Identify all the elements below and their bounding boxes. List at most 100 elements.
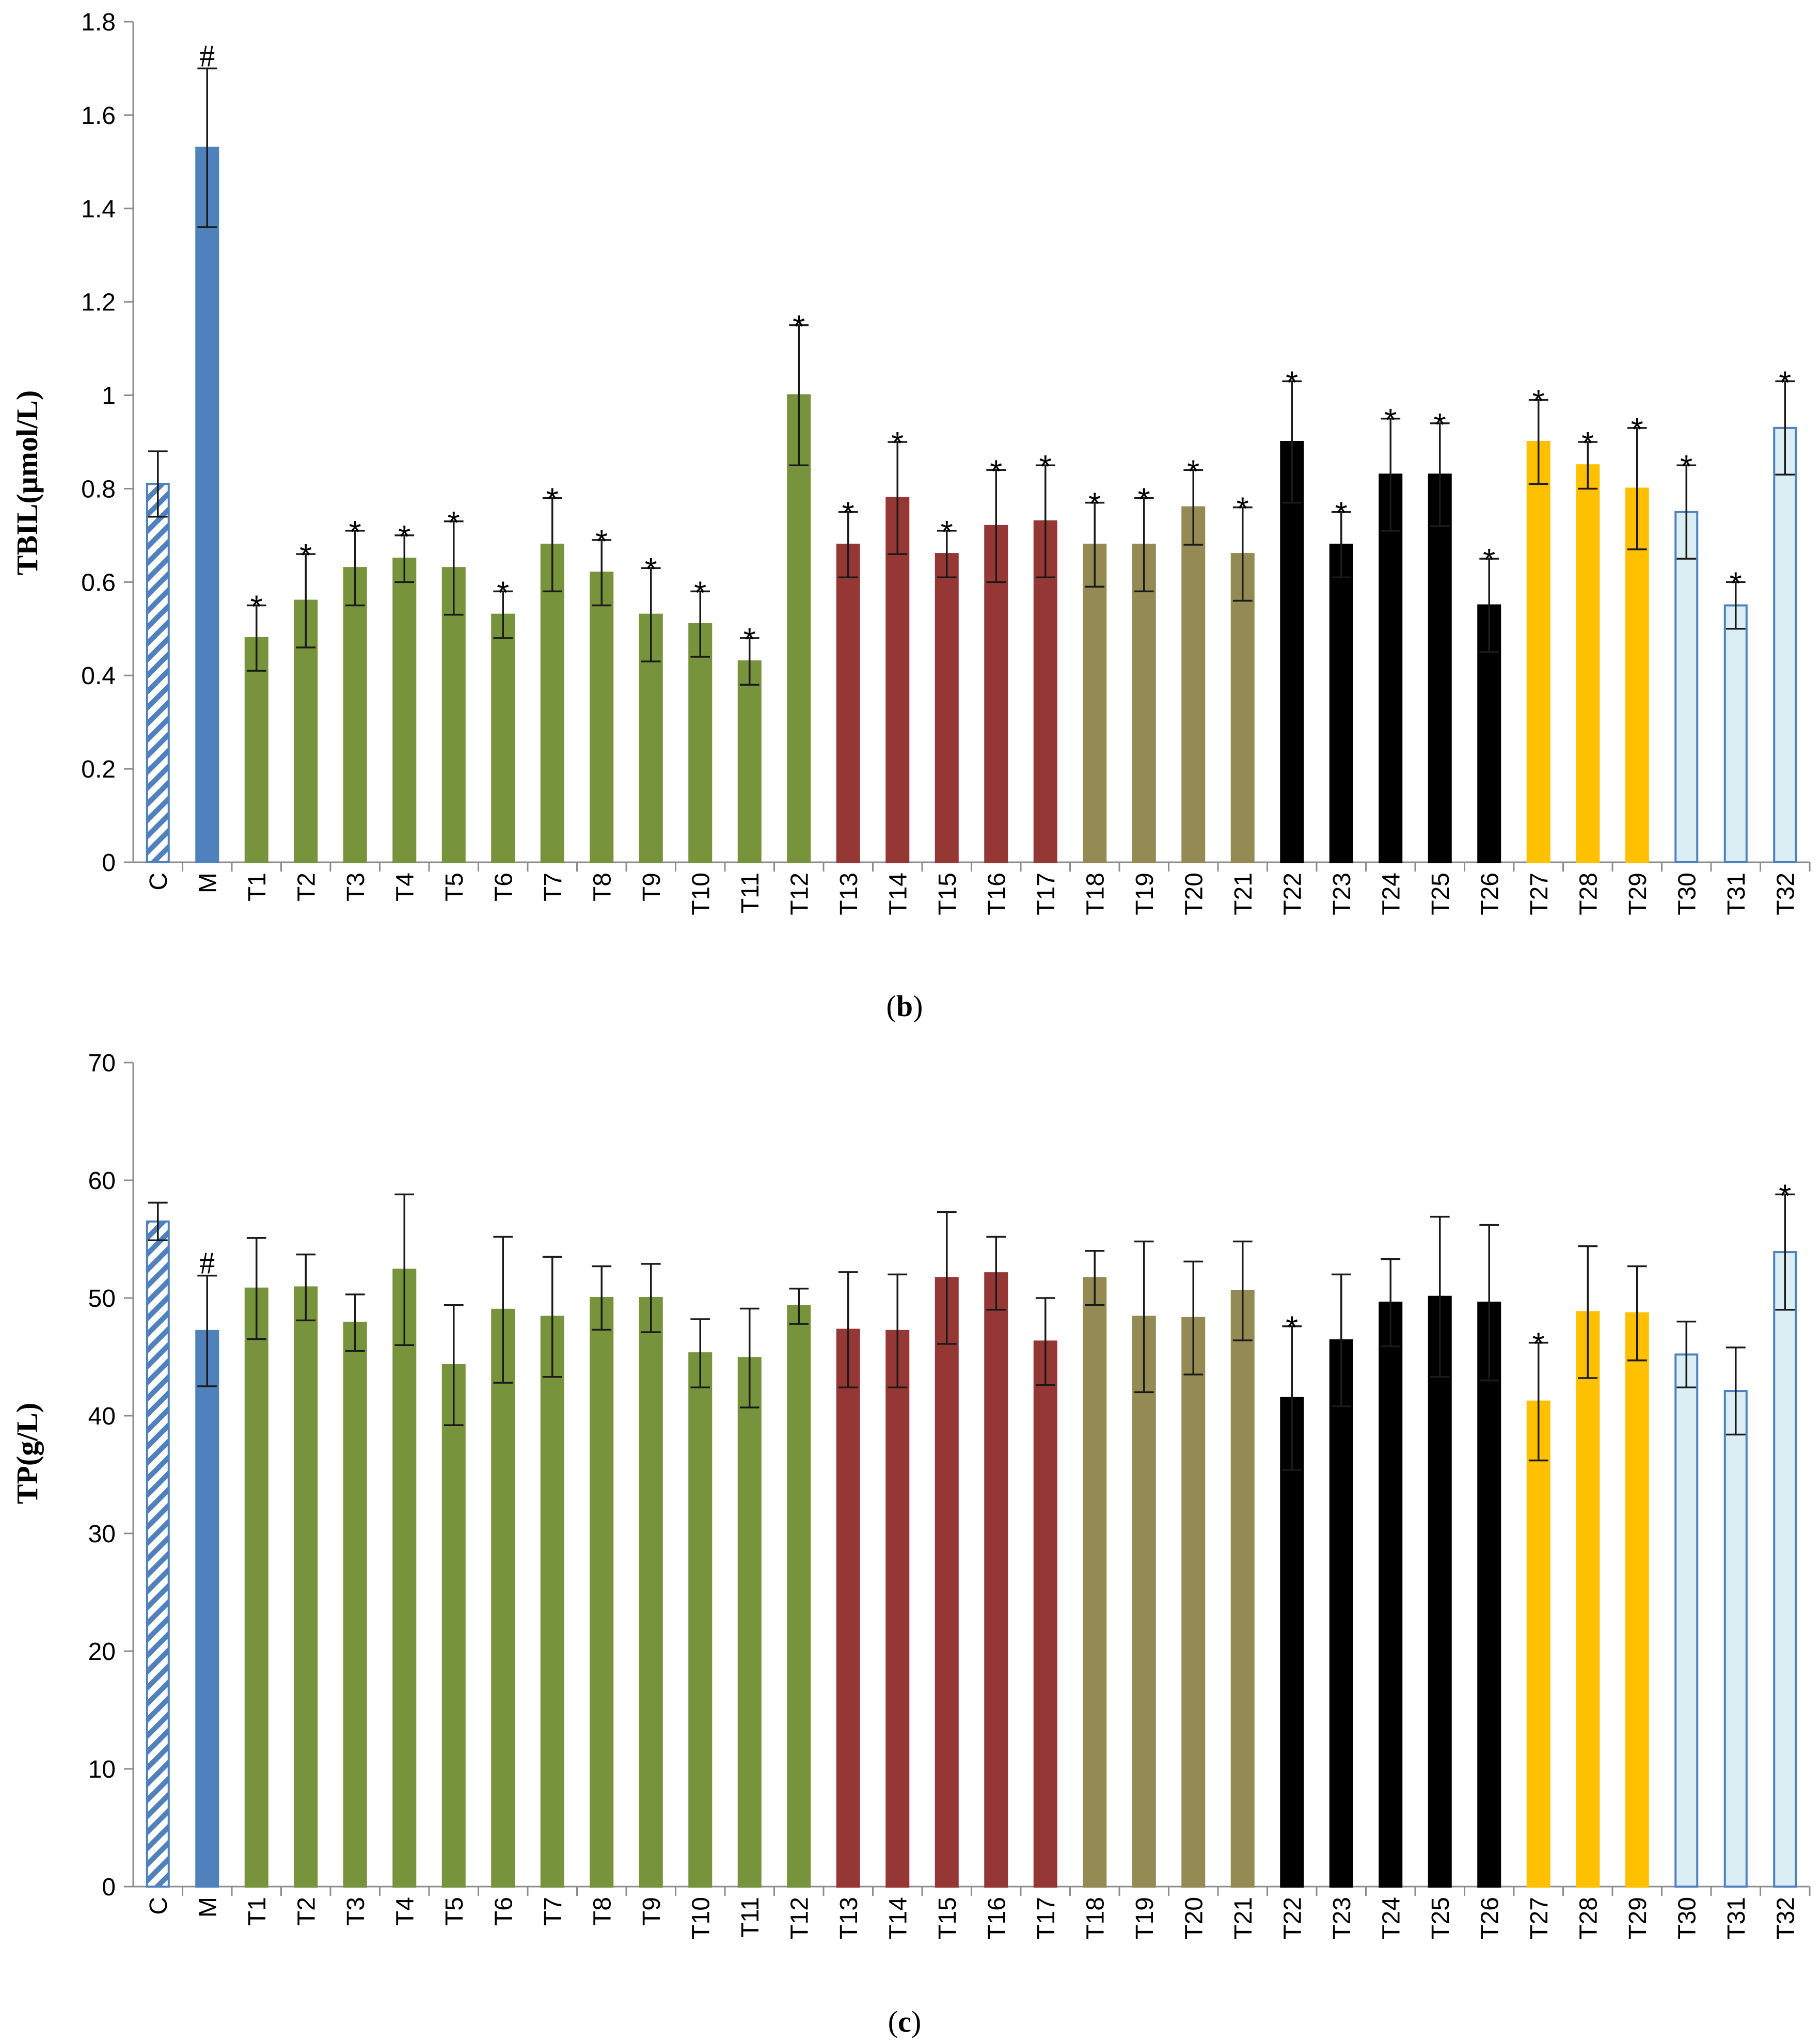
x-tick-label-b: T25 xyxy=(1427,873,1454,915)
significance-marker-b-T1: * xyxy=(250,590,263,625)
bar-b-T3 xyxy=(343,567,367,863)
bar-b-T15 xyxy=(935,553,959,863)
chart-panel-c: TP(g/L) (c) 0 10 20 30 40 50 60 70 C # M T1 T2 T3 T4 T5… xyxy=(10,1050,1811,2038)
x-tick-label-b: T6 xyxy=(490,873,517,901)
significance-marker-b-T25: * xyxy=(1434,407,1446,443)
y-tick-label-b: 0.4 xyxy=(81,662,116,690)
x-tick-label-c: T26 xyxy=(1476,1897,1504,1940)
bar-c-T18 xyxy=(1083,1277,1107,1888)
significance-marker-b-T31: * xyxy=(1730,566,1742,601)
bar-b-T1 xyxy=(244,637,268,864)
significance-marker-b-T6: * xyxy=(497,575,509,611)
bar-c-T3 xyxy=(343,1321,367,1888)
bar-b-T12 xyxy=(787,394,811,863)
significance-marker-b-T14: * xyxy=(891,426,904,462)
bar-c-T27 xyxy=(1526,1400,1550,1888)
x-tick-label-b: T24 xyxy=(1378,873,1405,915)
bar-b-T21 xyxy=(1230,553,1255,863)
significance-marker-b-T12: * xyxy=(793,309,805,345)
x-tick-label-c: T7 xyxy=(540,1897,567,1926)
hash-marker-b-M: # xyxy=(199,39,215,73)
significance-marker-b-T20: * xyxy=(1187,454,1199,489)
x-tick-label-c: T19 xyxy=(1131,1897,1159,1940)
bar-b-T14 xyxy=(885,497,910,863)
bar-b-T27 xyxy=(1526,441,1550,863)
x-tick-label-b: M xyxy=(194,873,221,893)
significance-marker-b-T10: * xyxy=(694,575,706,611)
bar-c-T22 xyxy=(1280,1397,1304,1888)
significance-marker-b-T18: * xyxy=(1088,487,1101,523)
significance-marker-b-T32: * xyxy=(1779,365,1791,401)
y-tick-label-b: 1.4 xyxy=(81,196,116,223)
x-tick-label-c: T3 xyxy=(342,1897,370,1926)
x-tick-label-b: T8 xyxy=(589,873,616,901)
bar-c-T31 xyxy=(1723,1390,1748,1888)
y-tick-label-c: 20 xyxy=(88,1638,116,1666)
x-tick-label-c: T4 xyxy=(391,1897,419,1926)
x-tick-label-b: T28 xyxy=(1575,873,1602,915)
x-tick-label-c: T1 xyxy=(244,1897,271,1926)
x-tick-label-c: T13 xyxy=(835,1897,863,1940)
y-tick-label-c: 10 xyxy=(88,1756,116,1783)
bar-c-T4 xyxy=(392,1269,417,1888)
bar-b-T6 xyxy=(491,613,515,863)
x-tick-label-b: T5 xyxy=(441,873,468,901)
bar-c-T11 xyxy=(737,1357,762,1888)
bar-b-T13 xyxy=(836,543,860,863)
y-tick-label-c: 60 xyxy=(88,1167,116,1195)
x-tick-label-c: T22 xyxy=(1279,1897,1306,1940)
x-tick-label-c: T2 xyxy=(293,1897,320,1926)
bar-b-T4 xyxy=(392,558,417,863)
y-tick-label-b: 0.2 xyxy=(81,756,116,783)
bar-c-C xyxy=(146,1220,170,1888)
bar-c-T32 xyxy=(1773,1251,1797,1888)
bar-c-T12 xyxy=(787,1305,811,1888)
x-tick-label-b: T22 xyxy=(1279,873,1306,915)
x-tick-label-b: T17 xyxy=(1033,873,1060,915)
x-tick-label-b: T1 xyxy=(244,873,271,901)
bar-c-T24 xyxy=(1379,1302,1403,1888)
y-axis-label-b: TBIL(μmol/L) xyxy=(10,390,44,575)
x-tick-label-b: T20 xyxy=(1180,873,1208,915)
bar-b-C xyxy=(146,483,170,863)
x-tick-label-c: T6 xyxy=(490,1897,517,1926)
significance-marker-b-T21: * xyxy=(1237,492,1249,527)
x-tick-label-b: T27 xyxy=(1526,873,1553,915)
bar-c-T6 xyxy=(491,1308,515,1888)
y-axis-label-c: TP(g/L) xyxy=(10,1403,44,1505)
bar-b-T11 xyxy=(737,660,762,863)
bar-c-M xyxy=(195,1329,219,1888)
x-tick-label-b: T14 xyxy=(884,873,912,915)
bar-b-T28 xyxy=(1576,464,1600,863)
bar-c-T17 xyxy=(1033,1340,1057,1888)
y-tick-label-c: 30 xyxy=(88,1521,116,1548)
bar-c-T20 xyxy=(1181,1317,1206,1888)
x-tick-label-b: T21 xyxy=(1230,873,1257,915)
x-tick-label-b: T15 xyxy=(934,873,961,915)
bar-c-T10 xyxy=(688,1352,713,1888)
x-tick-label-b: T16 xyxy=(983,873,1010,915)
x-tick-label-b: T10 xyxy=(687,873,715,915)
significance-marker-b-T27: * xyxy=(1532,384,1545,420)
y-tick-label-b: 0.6 xyxy=(81,569,116,596)
bar-b-T7 xyxy=(540,543,564,863)
significance-marker-b-T11: * xyxy=(743,622,756,658)
significance-marker-b-T26: * xyxy=(1483,543,1495,578)
bar-b-T18 xyxy=(1083,543,1107,863)
x-tick-label-c: T5 xyxy=(441,1897,468,1926)
y-tick-label-c: 70 xyxy=(88,1050,116,1077)
x-tick-label-c: T17 xyxy=(1033,1897,1060,1940)
x-tick-label-c: T21 xyxy=(1230,1897,1257,1940)
x-tick-label-c: M xyxy=(194,1897,221,1918)
bar-c-T13 xyxy=(836,1328,860,1888)
bar-c-T8 xyxy=(590,1297,614,1888)
chart-panel-b: TBIL(μmol/L) (b) 0 0.2 0.4 0.6 0.8 1 1.2 1.4 1.6… xyxy=(10,9,1811,1023)
y-tick-label-c: 0 xyxy=(102,1874,116,1901)
x-tick-label-b: T12 xyxy=(786,873,813,915)
bar-c-T19 xyxy=(1132,1316,1156,1888)
significance-marker-b-T23: * xyxy=(1335,496,1348,532)
x-tick-label-c: T12 xyxy=(786,1897,813,1940)
y-tick-label-b: 0.8 xyxy=(81,476,116,503)
y-tick-label-b: 1.2 xyxy=(81,289,116,316)
bar-c-T25 xyxy=(1428,1295,1452,1888)
